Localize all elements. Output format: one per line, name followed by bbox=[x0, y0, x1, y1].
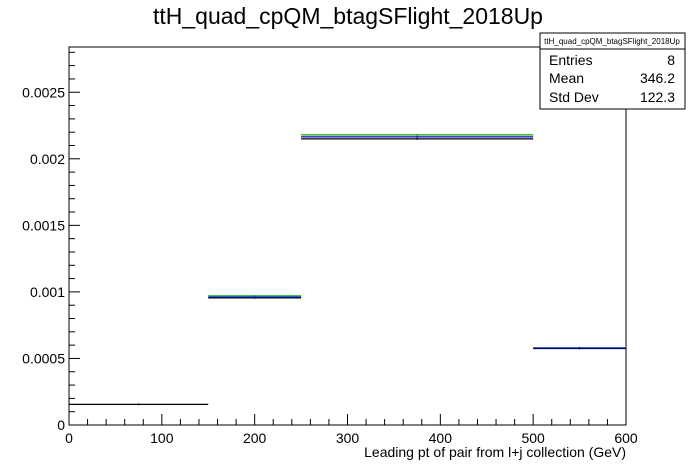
stats-box: ttH_quad_cpQM_btagSFlight_2018Up Entries… bbox=[539, 32, 686, 110]
y-tick-label: 0.0025 bbox=[22, 84, 65, 100]
x-tick-label: 300 bbox=[336, 430, 360, 446]
x-axis-label: Leading pt of pair from l+j collection (… bbox=[364, 444, 626, 460]
stats-stddev-label: Std Dev bbox=[549, 89, 599, 105]
stats-entries-value: 8 bbox=[667, 52, 675, 68]
stats-box-name: ttH_quad_cpQM_btagSFlight_2018Up bbox=[544, 37, 680, 46]
stats-mean-value: 346.2 bbox=[640, 70, 675, 86]
stats-box-frame bbox=[539, 32, 686, 110]
stats-mean-label: Mean bbox=[549, 70, 584, 86]
x-tick-label: 200 bbox=[243, 430, 267, 446]
y-tick-label: 0.002 bbox=[30, 151, 65, 167]
x-tick-label: 400 bbox=[429, 430, 453, 446]
x-tick-label: 600 bbox=[614, 430, 638, 446]
y-tick-label: 0 bbox=[57, 417, 65, 433]
y-tick-label: 0.001 bbox=[30, 284, 65, 300]
chart-title: ttH_quad_cpQM_btagSFlight_2018Up bbox=[153, 3, 543, 29]
stats-stddev-value: 122.3 bbox=[640, 89, 675, 105]
series-layer bbox=[69, 133, 626, 406]
y-tick-label: 0.0015 bbox=[22, 217, 65, 233]
y-axis: 0 0.0005 0.001 0.0015 0.002 0.0025 bbox=[22, 51, 80, 433]
y-tick-label: 0.0005 bbox=[22, 350, 65, 366]
x-tick-label: 100 bbox=[150, 430, 174, 446]
x-axis: 0 100 200 300 400 500 600 bbox=[65, 414, 638, 446]
x-tick-label: 0 bbox=[65, 430, 73, 446]
x-tick-label: 500 bbox=[521, 430, 545, 446]
stats-entries-label: Entries bbox=[549, 52, 593, 68]
